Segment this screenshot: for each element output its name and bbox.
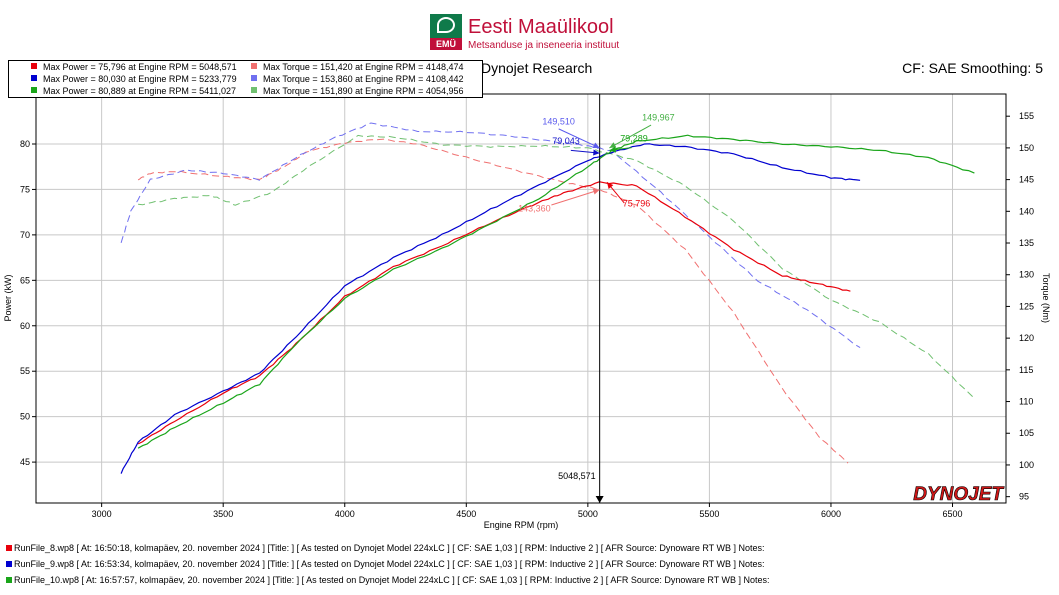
emu-logo-icon: EMÜ bbox=[430, 14, 462, 50]
legend-item-power: Max Power = 80,030 at Engine RPM = 5233,… bbox=[31, 73, 237, 85]
y2-tick-label: 115 bbox=[1019, 365, 1033, 375]
torque-line bbox=[138, 134, 975, 399]
x-axis-ticks: 3000 3500 4000 4500 5000 5500 6000 6500 bbox=[92, 503, 963, 519]
annotation-arrow-line bbox=[551, 189, 600, 206]
legend-row: Max Power = 80,889 at Engine RPM = 5411,… bbox=[9, 85, 482, 97]
legend-swatch bbox=[251, 87, 257, 93]
run-color-marker bbox=[6, 577, 12, 583]
run-info-text: RunFile_10.wp8 [ At: 16:57:57, kolmapäev… bbox=[14, 575, 770, 585]
legend-swatch bbox=[251, 75, 257, 81]
y2-tick-label: 150 bbox=[1019, 143, 1034, 153]
x-tick-label: 4000 bbox=[335, 509, 355, 519]
x-tick-label: 3000 bbox=[92, 509, 112, 519]
y-tick-label: 75 bbox=[20, 184, 30, 194]
legend-row: Max Power = 80,030 at Engine RPM = 5233,… bbox=[9, 73, 482, 85]
correction-factor-text: CF: SAE Smoothing: 5 bbox=[902, 60, 1043, 76]
x-tick-label: 6500 bbox=[943, 509, 963, 519]
run-color-marker bbox=[6, 561, 12, 567]
power-line bbox=[120, 143, 861, 474]
legend-item-torque: Max Torque = 151,420 at Engine RPM = 414… bbox=[251, 61, 463, 73]
annotation-arrow-icon bbox=[592, 188, 600, 195]
y2-axis-ticks: 95 100 105 110 115 120 125 130 135 140 145 150 155 bbox=[1006, 111, 1034, 502]
institution-logo: EMÜ Eesti Maaülikool Metsanduse ja insen… bbox=[430, 14, 650, 54]
annotation-label: 149,510 bbox=[542, 116, 575, 126]
logo-abbreviation: EMÜ bbox=[430, 38, 462, 50]
x-axis-label: Engine RPM (rpm) bbox=[484, 520, 559, 530]
y-axis-label: Power (kW) bbox=[3, 274, 13, 321]
annotation-label: 79,043 bbox=[552, 136, 580, 146]
y2-tick-label: 155 bbox=[1019, 111, 1034, 121]
cursor-arrow-icon bbox=[595, 496, 604, 503]
annotation-arrow-icon bbox=[593, 149, 600, 156]
y-tick-label: 50 bbox=[20, 412, 30, 422]
y2-tick-label: 100 bbox=[1019, 460, 1034, 470]
logo-title: Eesti Maaülikool bbox=[468, 16, 614, 38]
legend-item-power: Max Power = 80,889 at Engine RPM = 5411,… bbox=[31, 85, 236, 97]
y2-tick-label: 105 bbox=[1019, 428, 1034, 438]
legend-swatch bbox=[31, 87, 37, 93]
chart-title: Dynojet Research bbox=[481, 60, 593, 76]
legend-swatch bbox=[31, 63, 37, 69]
y2-tick-label: 130 bbox=[1019, 270, 1034, 280]
logo-subtitle: Metsanduse ja inseneeria instituut bbox=[468, 40, 620, 51]
power-line bbox=[137, 181, 851, 445]
y2-axis-label: Torque (Nm) bbox=[1041, 273, 1051, 323]
x-tick-label: 3500 bbox=[213, 509, 233, 519]
run-info-line[interactable]: RunFile_9.wp8 [ At: 16:53:34, kolmapäev,… bbox=[6, 559, 765, 569]
y2-tick-label: 145 bbox=[1019, 175, 1034, 185]
rpm-cursor: 5048,571 bbox=[558, 94, 604, 503]
annotation-arrow-icon bbox=[606, 182, 614, 189]
legend-item-power: Max Power = 75,796 at Engine RPM = 5048,… bbox=[31, 61, 237, 73]
annotation-arrow-icon bbox=[609, 142, 617, 148]
grid-lines bbox=[36, 94, 1006, 503]
y2-tick-label: 120 bbox=[1019, 333, 1034, 343]
annotation-arrow-icon bbox=[592, 142, 600, 149]
run-info-text: RunFile_9.wp8 [ At: 16:53:34, kolmapäev,… bbox=[14, 559, 765, 569]
power-series bbox=[120, 134, 975, 474]
dynojet-watermark: DYNOJET bbox=[913, 484, 1004, 505]
y-tick-label: 55 bbox=[20, 366, 30, 376]
run-info-text: RunFile_8.wp8 [ At: 16:50:18, kolmapäev,… bbox=[14, 543, 765, 553]
run-info-line[interactable]: RunFile_8.wp8 [ At: 16:50:18, kolmapäev,… bbox=[6, 543, 765, 553]
legend-item-torque: Max Torque = 151,890 at Engine RPM = 405… bbox=[251, 85, 463, 97]
x-tick-label: 5500 bbox=[699, 509, 719, 519]
torque-series bbox=[120, 122, 975, 464]
legend: Max Power = 75,796 at Engine RPM = 5048,… bbox=[8, 60, 483, 98]
y2-tick-label: 135 bbox=[1019, 238, 1034, 248]
plot-frame bbox=[35, 93, 1007, 504]
torque-line bbox=[137, 138, 849, 464]
y2-tick-label: 125 bbox=[1019, 301, 1034, 311]
power-line bbox=[137, 134, 975, 449]
annotation-label: 149,967 bbox=[642, 113, 675, 123]
legend-row: Max Power = 75,796 at Engine RPM = 5048,… bbox=[9, 61, 482, 73]
torque-line bbox=[120, 122, 861, 349]
y-tick-label: 80 bbox=[20, 139, 30, 149]
annotation-arrow-icon bbox=[609, 146, 617, 153]
run-info-line[interactable]: RunFile_10.wp8 [ At: 16:57:57, kolmapäev… bbox=[6, 575, 770, 585]
y-tick-label: 45 bbox=[20, 457, 30, 467]
y-axis-ticks: 45 50 55 60 65 70 75 80 bbox=[20, 139, 36, 467]
annotation-label: 143,360 bbox=[518, 203, 551, 213]
y2-tick-label: 95 bbox=[1019, 492, 1029, 502]
x-tick-label: 5000 bbox=[578, 509, 598, 519]
legend-swatch bbox=[31, 75, 37, 81]
annotation-arrow-line bbox=[609, 124, 652, 149]
annotations: 149,510 79,043 149,967 79,289 75,796 143,360 bbox=[518, 113, 675, 214]
legend-swatch bbox=[251, 63, 257, 69]
x-tick-label: 4500 bbox=[456, 509, 476, 519]
annotation-arrow-line bbox=[558, 128, 600, 149]
y2-tick-label: 110 bbox=[1019, 397, 1033, 407]
x-tick-label: 6000 bbox=[821, 509, 841, 519]
y-tick-label: 65 bbox=[20, 275, 30, 285]
legend-item-torque: Max Torque = 153,860 at Engine RPM = 410… bbox=[251, 73, 463, 85]
annotation-label: 75,796 bbox=[623, 199, 651, 209]
y2-tick-label: 140 bbox=[1019, 206, 1034, 216]
y-tick-label: 70 bbox=[20, 230, 30, 240]
cursor-value-label: 5048,571 bbox=[558, 471, 596, 481]
annotation-label: 79,289 bbox=[620, 133, 648, 143]
y-tick-label: 60 bbox=[20, 321, 30, 331]
run-color-marker bbox=[6, 545, 12, 551]
